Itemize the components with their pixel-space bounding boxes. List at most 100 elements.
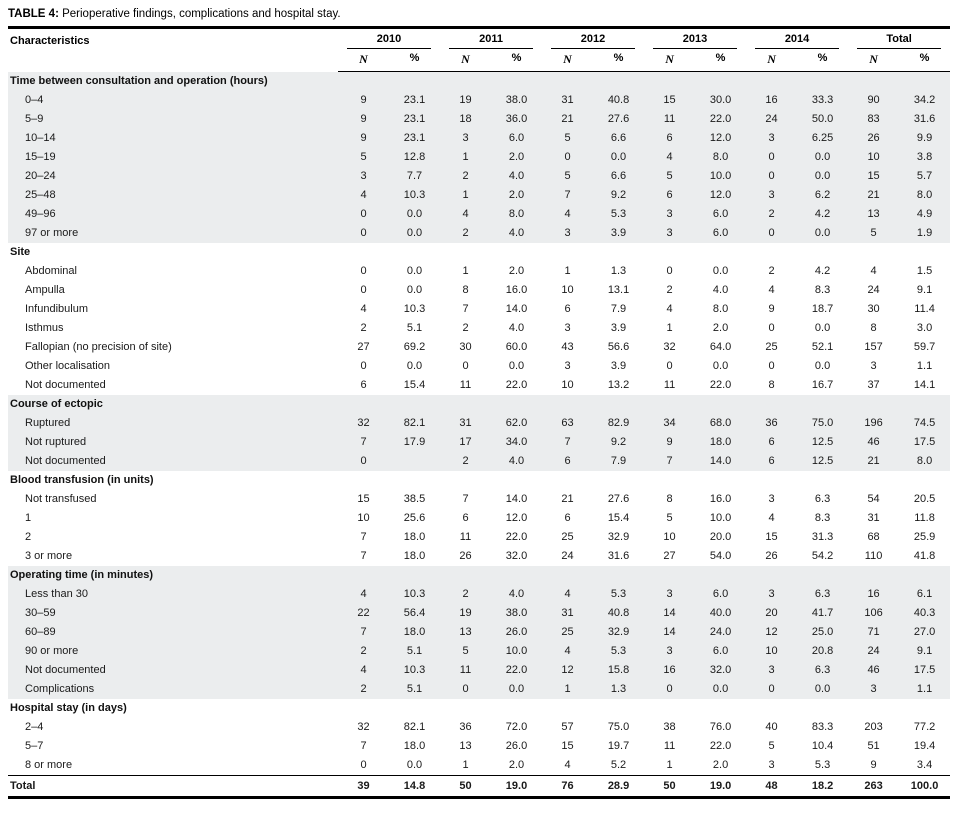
data-table: Characteristics 2010 2011 2012 2013 2014… (8, 26, 951, 799)
section-header-row: Site (8, 243, 950, 262)
table-row: Infundibulum 4 10.3 7 14.0 6 7.9 4 8.0 9 18.7 30 11.… (8, 300, 950, 319)
cell-value: 41.8 (913, 550, 936, 562)
cell-value: 25.6 (403, 512, 426, 524)
cell-value: 1 (564, 265, 571, 277)
cell-value: 3.0 (916, 322, 933, 334)
cell-value: 0 (338, 452, 389, 471)
cell-value: 7 (542, 433, 594, 452)
cell-value: 2.0 (491, 186, 543, 205)
cell-value: 24 (848, 642, 900, 661)
cell-value: 7 (542, 186, 594, 205)
cell-value: 0 (746, 224, 798, 243)
table-row: Abdominal 0 0.0 1 2.0 1 1.3 0 0.0 2 4.2 4 1.5 (8, 262, 950, 281)
cell-value: 5.1 (389, 680, 441, 699)
cell-value: 0.0 (389, 205, 441, 224)
cell-value: 1.9 (899, 224, 951, 243)
table-row: 2–4 32 82.1 36 72.0 57 75.0 38 76.0 40 83.3 203 77.2 (8, 718, 950, 737)
cell-value: 0.0 (508, 360, 525, 372)
cell-value: 196 (848, 414, 900, 433)
cell-value: 75.0 (607, 721, 630, 733)
cell-value: 16.0 (505, 284, 528, 296)
cell-value: 4 (768, 284, 775, 296)
row-label: 10–14 (8, 129, 338, 148)
table-caption-text: Perioperative findings, complications an… (58, 8, 341, 20)
cell-value (389, 452, 441, 471)
cell-value: 0.0 (814, 360, 831, 372)
column-header-year-2014: 2014 (746, 28, 848, 49)
cell-value: 10.0 (491, 642, 543, 661)
row-label: Isthmus (25, 322, 64, 334)
column-header-characteristics: Characteristics (10, 35, 90, 47)
cell-value: 10.4 (811, 740, 834, 752)
column-header-year-2013: 2013 (644, 28, 746, 49)
section-header-label: Course of ectopic (8, 395, 951, 414)
cell-value: 6 (360, 379, 367, 391)
cell-value: 68.0 (695, 414, 747, 433)
cell-value: 17 (440, 433, 492, 452)
total-cell-value: 39 (338, 775, 389, 799)
cell-value: 4.9 (899, 205, 951, 224)
total-cell-value: 50 (440, 775, 492, 799)
cell-value: 6 (564, 512, 571, 524)
cell-value: 19.4 (913, 740, 936, 752)
cell-value: 9.1 (899, 642, 951, 661)
total-cell-value: 19.0 (491, 775, 543, 799)
table-row: Ampulla 0 0.0 8 16.0 10 13.1 2 4.0 4 8.3 24 9.1 (8, 281, 950, 300)
table-row: 2 7 18.0 11 22.0 25 32.9 10 20.0 15 31.3 68 25.9 (8, 528, 950, 547)
section-header-row: Time between consultation and operation … (8, 71, 951, 91)
cell-value: 106 (848, 604, 900, 623)
cell-value: 4 (666, 303, 673, 315)
cell-value: 17.5 (899, 661, 951, 680)
section-header-label: Operating time (in minutes) (8, 566, 951, 585)
table-row: 10–14 9 23.1 3 6.0 5 6.6 6 12.0 3 6.25 26 9.9 (8, 129, 951, 148)
table-row: 20–24 3 7.7 2 4.0 5 6.6 5 10.0 0 0.0 15 5.7 (8, 167, 951, 186)
cell-value: 5.2 (610, 759, 627, 771)
cell-value: 3 (644, 585, 696, 604)
cell-value: 46 (848, 661, 900, 680)
cell-value: 18 (440, 110, 492, 129)
cell-value: 3 (338, 167, 389, 186)
cell-value: 5.3 (814, 759, 831, 771)
row-label: Other localisation (25, 360, 110, 372)
cell-value: 11.4 (914, 303, 935, 315)
cell-value: 19 (440, 604, 492, 623)
cell-value: 5 (666, 512, 673, 524)
cell-value: 15 (357, 493, 370, 505)
cell-value: 3 (746, 129, 798, 148)
cell-value: 5.3 (593, 642, 645, 661)
table-row: Not documented 0 2 4.0 6 7.9 7 14.0 6 12.5 21 8.0 (8, 452, 951, 471)
table-header: Characteristics 2010 2011 2012 2013 2014… (8, 28, 951, 72)
cell-value: 5 (768, 740, 775, 752)
cell-value: 8 (666, 493, 673, 505)
cell-value: 14.0 (505, 303, 528, 315)
cell-value: 63 (542, 414, 594, 433)
row-label: Less than 30 (8, 585, 338, 604)
cell-value: 76.0 (709, 721, 732, 733)
pct-column-header: % (593, 49, 645, 72)
cell-value: 82.1 (403, 721, 426, 733)
row-label: 3 or more (25, 550, 73, 562)
cell-value: 34 (644, 414, 696, 433)
cell-value: 3 (848, 680, 900, 699)
cell-value: 22.0 (695, 110, 747, 129)
cell-value: 10.3 (389, 585, 441, 604)
cell-value: 7 (462, 493, 469, 505)
cell-value: 18.0 (389, 623, 441, 642)
cell-value: 11 (644, 110, 696, 129)
row-label: 1 (25, 512, 32, 524)
cell-value: 18.0 (695, 433, 747, 452)
cell-value: 11.8 (914, 512, 935, 524)
cell-value: 1 (542, 680, 594, 699)
cell-value: 4 (564, 759, 571, 771)
cell-value: 32 (663, 341, 676, 353)
cell-value: 24.0 (695, 623, 747, 642)
row-label: 15–19 (8, 148, 338, 167)
cell-value: 40.8 (593, 604, 645, 623)
cell-value: 69.2 (403, 341, 426, 353)
cell-value: 5.1 (406, 322, 423, 334)
cell-value: 0.0 (695, 680, 747, 699)
cell-value: 6 (564, 303, 571, 315)
cell-value: 10 (561, 379, 574, 391)
year-label: 2010 (347, 33, 432, 49)
cell-value: 40 (765, 721, 778, 733)
